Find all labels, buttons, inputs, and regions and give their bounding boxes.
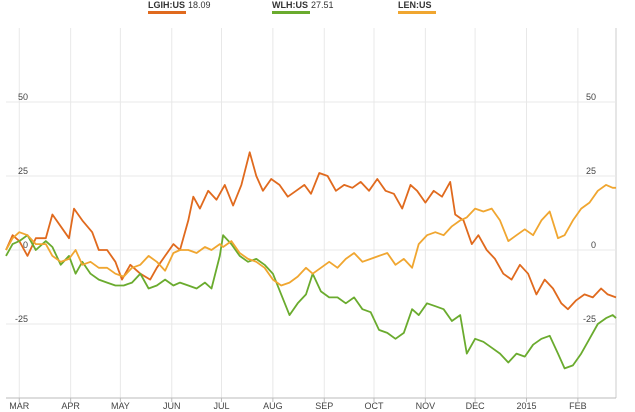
x-tick-label: JUN [163, 401, 181, 411]
y-tick-label-left: -25 [15, 314, 28, 324]
x-tick-label: NOV [416, 401, 436, 411]
axes: MAR APR MAY JUN JUL AUG SEP OCT NOV DEC 2015 FEB 50 5… [6, 92, 616, 411]
y-tick-label-left: 25 [18, 166, 28, 176]
legend: LGIH:US 18.09 WLH:US 27.51 LEN:US [0, 0, 635, 24]
legend-symbol: LEN:US [398, 0, 432, 10]
legend-item-wlh[interactable]: WLH:US 27.51 [272, 0, 334, 14]
y-tick-label-right: 25 [586, 166, 596, 176]
series-line-lgih-us [5, 151, 617, 311]
y-tick-label-right: 50 [586, 92, 596, 102]
legend-value: 18.09 [188, 0, 211, 10]
series-line-len-us [5, 184, 616, 287]
legend-swatch [148, 11, 186, 14]
x-tick-label: AUG [263, 401, 283, 411]
x-tick-label: MAR [9, 401, 30, 411]
x-tick-label: JUL [213, 401, 229, 411]
y-tick-label-left: 50 [18, 92, 28, 102]
y-tick-label-right: -25 [583, 314, 596, 324]
legend-swatch [398, 11, 436, 14]
grid [6, 28, 617, 398]
x-tick-label: SEP [315, 401, 333, 411]
legend-item-lgih[interactable]: LGIH:US 18.09 [148, 0, 211, 14]
y-tick-label-right: 0 [591, 240, 596, 250]
x-tick-label: FEB [569, 401, 587, 411]
legend-swatch [272, 11, 310, 14]
legend-value: 27.51 [311, 0, 334, 10]
series-line-wlh-us [5, 234, 617, 370]
legend-symbol: LGIH:US [148, 0, 185, 10]
series-layer [5, 151, 617, 370]
y-tick-label-left: 0 [23, 240, 28, 250]
x-tick-label: 2015 [516, 401, 536, 411]
x-tick-label: DEC [466, 401, 486, 411]
x-tick-label: APR [61, 401, 80, 411]
legend-item-len[interactable]: LEN:US [398, 0, 436, 14]
x-tick-label: MAY [111, 401, 130, 411]
legend-symbol: WLH:US [272, 0, 308, 10]
x-tick-label: OCT [364, 401, 384, 411]
